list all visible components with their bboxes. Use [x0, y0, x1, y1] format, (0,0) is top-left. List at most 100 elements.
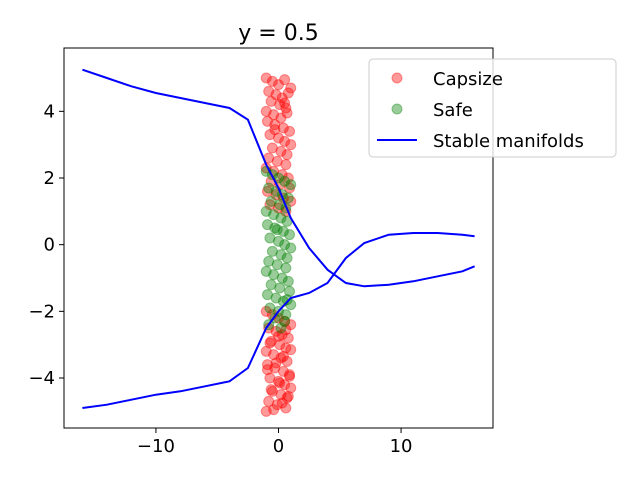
legend-box — [368, 58, 617, 158]
safe-point — [264, 302, 276, 314]
capsize-point — [280, 102, 292, 114]
capsize-point — [277, 350, 289, 362]
capsize-point — [273, 330, 284, 342]
safe-point — [285, 242, 297, 254]
capsize-point — [275, 389, 287, 401]
capsize-point — [277, 365, 289, 377]
safe-point — [281, 252, 293, 264]
capsize-point — [275, 145, 287, 157]
safe-point — [279, 315, 291, 327]
capsize-point — [284, 370, 296, 382]
safe-point — [264, 232, 276, 244]
capsize-point — [266, 142, 278, 154]
safe-point — [275, 212, 287, 224]
safe-point — [285, 179, 297, 191]
x-tick-label: 10 — [390, 436, 413, 457]
capsize-point — [282, 87, 294, 99]
capsize-point — [261, 359, 273, 371]
capsize-point — [266, 385, 278, 397]
capsize-point — [260, 105, 272, 117]
y-tick-label: −4 — [28, 368, 55, 389]
capsize-point — [280, 342, 292, 354]
capsize-point — [274, 99, 286, 111]
safe-point — [281, 294, 293, 306]
capsize-point — [273, 202, 284, 214]
x-tick-label: 0 — [273, 436, 284, 457]
safe-point — [279, 175, 291, 187]
safe-point — [280, 262, 292, 274]
capsize-point — [269, 362, 281, 374]
legend-label: Stable manifolds — [433, 131, 584, 152]
capsize-point — [275, 112, 287, 124]
safe-point — [275, 249, 287, 261]
safe-point — [275, 322, 287, 334]
capsize-point — [279, 97, 291, 109]
y-tick-label: 2 — [44, 168, 55, 189]
capsize-point — [285, 82, 297, 94]
capsize-point — [280, 159, 292, 171]
safe-point — [265, 195, 277, 207]
x-axis: −10 0 10 — [137, 428, 413, 457]
capsize-point — [260, 305, 272, 317]
capsize-point — [265, 384, 277, 396]
capsize-point — [264, 199, 276, 211]
safe-point — [266, 245, 278, 257]
legend: Capsize Safe Stable manifolds — [368, 58, 617, 158]
capsize-point — [281, 107, 293, 119]
capsize-point — [269, 119, 281, 131]
safe-point — [263, 182, 275, 194]
capsize-point — [271, 399, 283, 411]
y-tick-label: −2 — [28, 301, 55, 322]
capsize-point — [281, 149, 293, 161]
safe-point — [284, 229, 296, 241]
safe-point — [263, 255, 275, 267]
capsize-point — [266, 75, 278, 87]
y-axis: −4 −2 0 2 4 — [28, 101, 64, 389]
capsize-point — [284, 369, 296, 381]
safe-point — [273, 235, 284, 247]
capsize-point — [270, 357, 282, 369]
safe-point — [260, 205, 272, 217]
capsize-point — [270, 325, 282, 337]
capsize-point — [260, 345, 272, 357]
capsize-point — [273, 132, 284, 144]
safe-point — [260, 265, 272, 277]
legend-label: Capsize — [433, 69, 503, 90]
capsize-point — [285, 139, 297, 151]
capsize-point — [285, 382, 297, 394]
capsize-point — [264, 337, 276, 349]
capsize-point — [280, 402, 292, 414]
capsize-point — [261, 364, 273, 376]
capsize-point — [269, 124, 281, 136]
capsize-point — [276, 169, 288, 181]
stable-manifold-line-2 — [82, 232, 475, 409]
x-tick-label: −10 — [137, 436, 175, 457]
capsize-point — [279, 135, 291, 147]
capsize-point — [282, 172, 294, 184]
capsize-point — [264, 372, 276, 384]
safe-point — [280, 309, 292, 321]
safe-point — [265, 279, 277, 291]
capsize-point — [263, 395, 275, 407]
capsize-point — [276, 397, 288, 409]
stable-manifold-line-3 — [82, 68, 475, 288]
capsize-point — [285, 195, 297, 207]
capsize-point — [276, 329, 288, 341]
safe-point — [284, 285, 296, 297]
capsize-point — [268, 349, 280, 361]
chart-title: y = 0.5 — [238, 21, 318, 46]
capsize-point — [263, 85, 275, 97]
safe-point — [271, 259, 283, 271]
capsize-point — [277, 122, 289, 134]
capsize-point — [265, 95, 277, 107]
legend-marker — [391, 103, 403, 115]
capsize-point — [285, 319, 297, 331]
safe-point — [268, 269, 280, 281]
capsize-point — [268, 109, 280, 121]
capsize-point — [279, 379, 291, 391]
capsize-point — [282, 390, 294, 402]
capsize-point — [261, 185, 273, 197]
safe-point — [270, 292, 282, 304]
legend-marker — [391, 72, 403, 84]
capsize-point — [268, 404, 280, 416]
